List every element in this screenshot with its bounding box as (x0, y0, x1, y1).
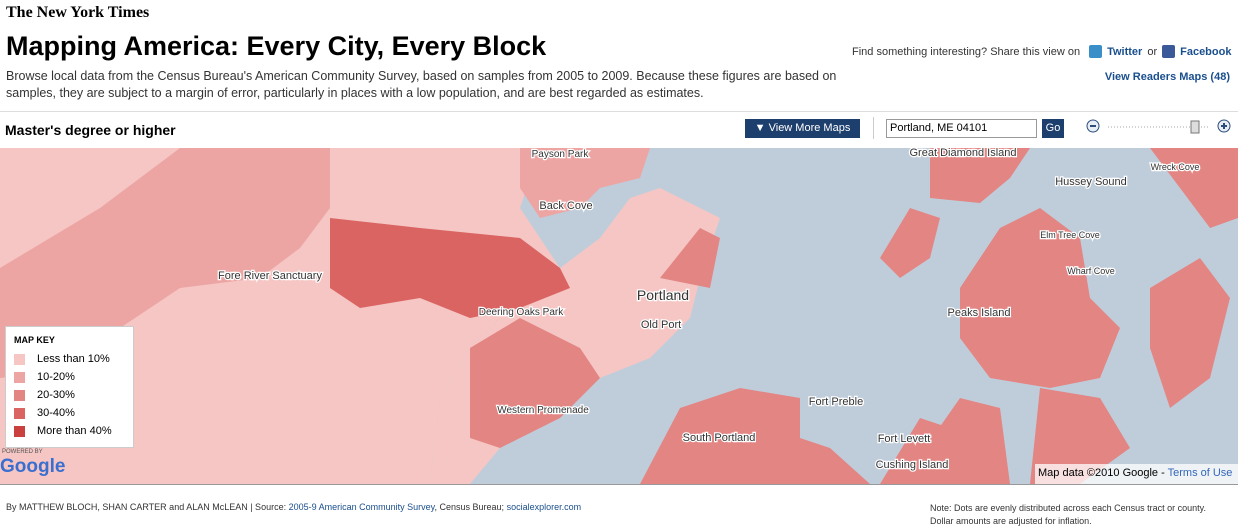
more-maps-button[interactable]: ▼ View More Maps (745, 119, 860, 138)
land (0, 148, 330, 378)
land (330, 218, 570, 318)
divider (0, 111, 1238, 112)
twitter-link[interactable]: Twitter (1107, 45, 1143, 58)
description: Browse local data from the Census Bureau… (6, 69, 837, 100)
key-label: Less than 10% (37, 353, 110, 365)
map-label: Portland (637, 287, 689, 303)
key-item: More than 40% (14, 425, 112, 437)
map-data: Map data ©2010 (1038, 467, 1120, 479)
key-item: 10-20% (14, 371, 75, 383)
powered-by: POWERED BY (2, 449, 43, 455)
or: or (1147, 45, 1158, 58)
map[interactable]: Payson Park Back Cove Fore River Sanctuary… (0, 148, 1238, 484)
map-label: Peaks Island (948, 307, 1011, 319)
map-label: Western Promenade (497, 405, 589, 416)
title: Mapping America: Every City, Every Block (6, 31, 547, 61)
source-link[interactable]: 2005-9 American Community Survey (288, 502, 435, 512)
land (640, 388, 870, 484)
google-logo[interactable]: Google (0, 456, 66, 477)
zoom-handle[interactable] (1190, 120, 1200, 134)
key-swatch (14, 407, 25, 419)
key-item: 20-30% (14, 389, 75, 401)
land (960, 208, 1120, 388)
land (660, 228, 720, 288)
map-label: Great Diamond Island (910, 148, 1017, 159)
key-swatch (14, 389, 25, 401)
land (470, 318, 600, 448)
attribution-bg (1035, 464, 1238, 484)
key-label: 20-30% (37, 389, 75, 401)
footer-divider (0, 484, 1238, 485)
share: Find something interesting? Share this v… (852, 45, 1231, 58)
zoom-control[interactable] (1084, 118, 1238, 138)
land (1150, 258, 1230, 408)
map-label: Elm Tree Cove (1040, 230, 1100, 240)
share-prompt: Find something interesting? Share this v… (852, 45, 1081, 58)
key-label: 30-40% (37, 407, 75, 419)
map-label: Payson Park (532, 149, 590, 160)
google-credit: Google - (1122, 467, 1165, 479)
map-label: Cushing Island (876, 459, 949, 471)
land (880, 208, 940, 278)
key-label: More than 40% (37, 425, 112, 437)
twitter-icon[interactable] (1089, 45, 1103, 58)
map-label: Fort Levett (878, 433, 931, 445)
explorer-link[interactable]: socialexplorer.com (506, 502, 582, 512)
attribution: Map data ©2010 Google - Terms of Use (1038, 467, 1232, 479)
readers-maps[interactable]: View Readers Maps (48) (1104, 71, 1230, 83)
map-label: Hussey Sound (1055, 176, 1127, 188)
more-maps-label: View More Maps (768, 122, 851, 134)
go-button[interactable]: Go (1042, 119, 1064, 138)
key-swatch (14, 371, 25, 383)
terms-link[interactable]: Terms of Use (1167, 467, 1233, 479)
map-title: Master's degree or higher (5, 122, 176, 138)
map-label: Deering Oaks Park (479, 307, 564, 318)
map-label: Wharf Cove (1067, 266, 1115, 276)
map-label: Old Port (641, 319, 681, 331)
map-key: MAP KEY Less than 10% 10-20% 20-30% 30-40% M… (5, 326, 134, 448)
map-label: Fort Preble (809, 396, 863, 408)
key-swatch (14, 425, 25, 437)
land (520, 148, 650, 218)
land (930, 148, 1030, 203)
byline-text: By MATTHEW BLOCH, SHAN CARTER and ALAN M… (6, 502, 287, 512)
search-input[interactable]: Portland, ME 04101 (886, 119, 1037, 138)
key-item: Less than 10% (14, 353, 110, 365)
land (900, 398, 1010, 484)
map-label: Back Cove (539, 200, 592, 212)
facebook-icon[interactable] (1162, 45, 1176, 58)
note: Note: Dots are evenly distributed across… (930, 503, 1206, 526)
map-label: South Portland (683, 432, 756, 444)
source-rest: , Census Bureau; (434, 502, 505, 512)
key-title: MAP KEY (14, 335, 55, 345)
logo[interactable]: The New York Times (6, 4, 150, 21)
land (1150, 148, 1238, 228)
land (1030, 388, 1130, 484)
map-label: Fore River Sanctuary (218, 270, 322, 282)
map-label: Wreck Cove (1151, 162, 1200, 172)
separator (873, 117, 874, 139)
byline: By MATTHEW BLOCH, SHAN CARTER and ALAN M… (6, 502, 581, 512)
key-item: 30-40% (14, 407, 75, 419)
facebook-link[interactable]: Facebook (1180, 45, 1232, 58)
key-label: 10-20% (37, 371, 75, 383)
key-swatch (14, 353, 25, 365)
